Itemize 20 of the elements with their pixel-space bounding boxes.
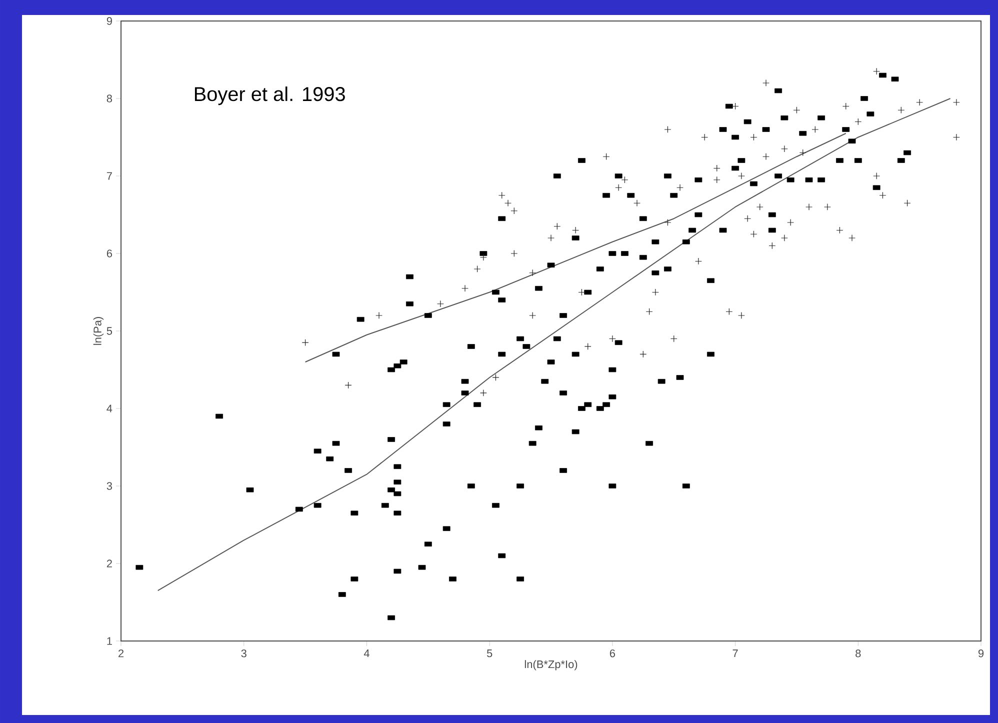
x-tick-label: 3	[241, 650, 246, 658]
x-tick-label: 7	[732, 650, 738, 658]
x-tick-label: 8	[856, 650, 861, 658]
annotation: Boyer et al. 1993	[194, 86, 345, 106]
x-tick-label: 4	[364, 650, 370, 658]
x-axis-title: ln(B*Zp*Io)	[524, 660, 578, 670]
y-tick-label: 7	[106, 172, 112, 180]
x-tick-label: 6	[610, 650, 615, 658]
y-axis-title: ln(Pa)	[93, 317, 104, 345]
y-tick-label: 9	[106, 17, 112, 25]
y-tick-label: 8	[106, 94, 112, 102]
x-tick-label: 9	[978, 650, 984, 658]
y-tick-label: 1	[107, 637, 112, 645]
y-tick-label: 3	[106, 482, 112, 490]
x-tick-label: 5	[486, 650, 492, 658]
x-tick-label: 2	[118, 650, 124, 658]
y-tick-label: 6	[106, 250, 112, 258]
y-tick-label: 4	[106, 404, 112, 412]
y-tick-label: 5	[106, 327, 112, 335]
y-tick-label: 2	[106, 560, 112, 568]
